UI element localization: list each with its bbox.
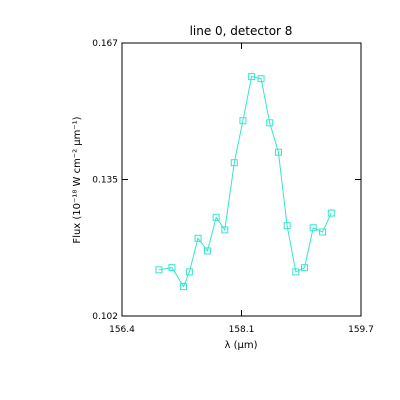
data-point: [212, 213, 220, 221]
data-point: [221, 226, 229, 234]
series-line: [158, 76, 332, 288]
data-point: [283, 222, 291, 230]
data-point: [194, 234, 202, 242]
data-point: [155, 266, 163, 274]
x-axis: 156.4 158.1 159.7: [109, 43, 374, 335]
y-tick-label: 0.135: [92, 176, 118, 186]
data-point: [230, 159, 238, 167]
y-axis-label: Flux (10⁻¹⁸ W cm⁻² μm⁻¹): [72, 116, 83, 243]
y-tick-label: 0.167: [92, 39, 118, 49]
plot-frame: [121, 42, 362, 317]
data-point: [309, 224, 317, 232]
data-point: [301, 264, 309, 272]
data-point: [257, 75, 265, 83]
data-point: [203, 247, 211, 255]
x-axis-label: λ (μm): [224, 340, 257, 351]
data-point: [319, 228, 327, 236]
data-point: [180, 283, 188, 291]
data-point: [239, 117, 247, 125]
chart-title: line 0, detector 8: [190, 24, 293, 38]
x-tick-label: 156.4: [109, 325, 135, 335]
y-axis: 0.167 0.135 0.102: [92, 39, 361, 322]
data-point: [274, 148, 282, 156]
series-group: [155, 73, 335, 291]
data-point: [327, 209, 335, 217]
data-point: [168, 264, 176, 272]
x-tick-label: 159.7: [348, 325, 374, 335]
y-tick-label: 0.102: [92, 312, 118, 322]
x-tick-label: 158.1: [229, 325, 255, 335]
data-point: [185, 268, 193, 276]
data-point: [266, 119, 274, 127]
data-point: [248, 73, 256, 81]
data-point: [292, 268, 300, 276]
